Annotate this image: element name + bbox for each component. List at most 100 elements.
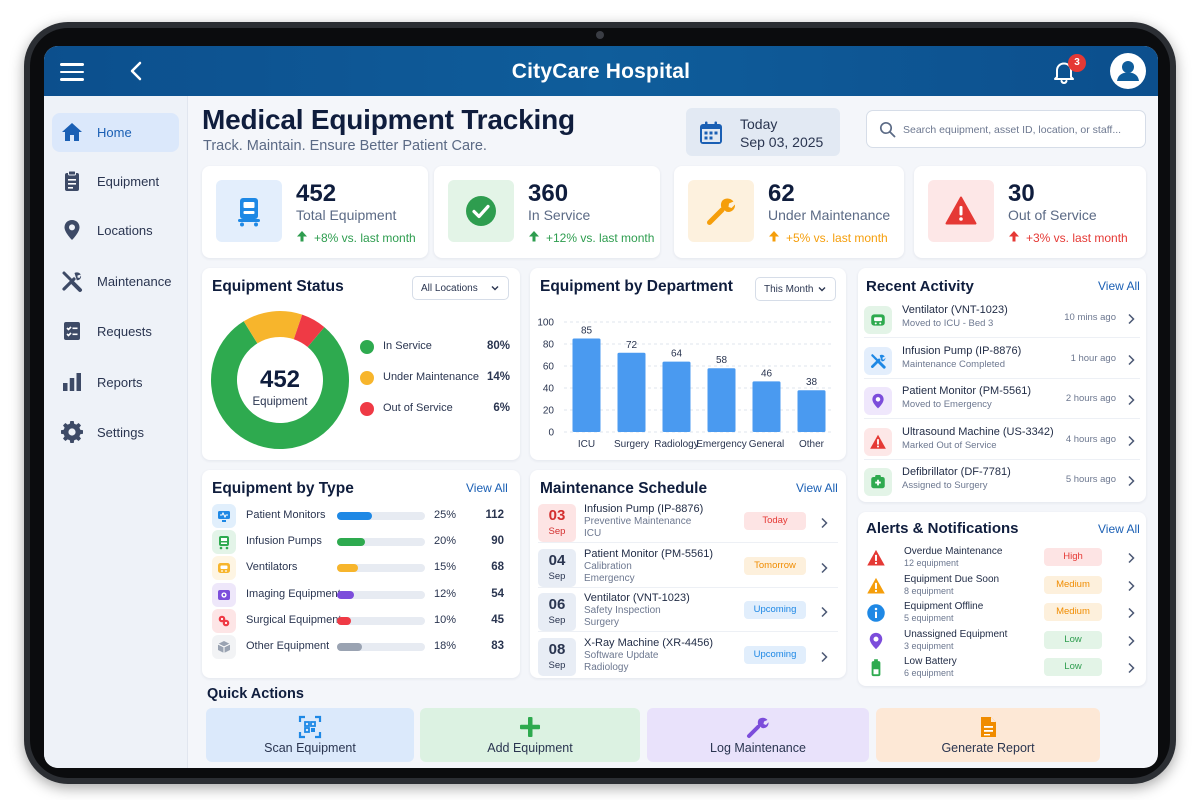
alert-row[interactable]: Overdue Maintenance 12 equipment High <box>864 544 1140 570</box>
chevron-right-icon[interactable] <box>819 650 829 662</box>
maintenance-view-all-link[interactable]: View All <box>796 481 838 495</box>
type-row[interactable]: Imaging Equipment 12% 54 <box>202 582 520 607</box>
chevron-right-icon[interactable] <box>819 516 829 529</box>
stat-card-total[interactable]: 452 Total Equipment +8% vs. last month <box>202 166 428 258</box>
activity-row[interactable]: Defibrillator (DF-7781) Assigned to Surge… <box>864 464 1140 500</box>
monitor-icon <box>212 504 236 528</box>
user-avatar[interactable] <box>1110 53 1146 89</box>
maintenance-row[interactable]: 08 Sep X-Ray Machine (XR-4456) Software Upd… <box>538 637 838 677</box>
alert-row[interactable]: Equipment Due Soon 8 equipment Medium <box>864 572 1140 598</box>
type-row[interactable]: Ventilators 15% 68 <box>202 556 520 581</box>
bar-icu[interactable] <box>572 338 601 433</box>
chevron-right-icon[interactable] <box>1126 551 1136 564</box>
maintenance-schedule-card: Maintenance Schedule View All 03 Sep Infus… <box>530 470 846 678</box>
bell-icon[interactable] <box>1050 58 1078 86</box>
location-filter-select[interactable]: All Locations <box>412 276 509 300</box>
hamburger-menu-icon[interactable] <box>60 63 84 81</box>
bar-radiology[interactable] <box>662 361 691 432</box>
alerts-view-all-link[interactable]: View All <box>1098 522 1140 536</box>
bar-other[interactable] <box>797 390 826 432</box>
activity-time: 2 hours ago <box>1065 393 1116 404</box>
alert-row[interactable]: Unassigned Equipment 3 equipment Low <box>864 627 1140 653</box>
recent-activity-view-all-link[interactable]: View All <box>1098 279 1140 293</box>
alert-row[interactable]: Low Battery 6 equipment Low <box>864 654 1140 680</box>
back-arrow-icon[interactable] <box>124 58 150 84</box>
sidebar-item-locations[interactable]: Locations <box>52 211 179 250</box>
gear-icon <box>61 421 83 443</box>
stat-card-in-service[interactable]: 360 In Service +12% vs. last month <box>434 166 660 258</box>
type-row[interactable]: Surgical Equipment 10% 45 <box>202 608 520 633</box>
quick-action-generate-report-button[interactable]: Generate Report <box>876 708 1100 762</box>
document-icon <box>981 717 996 737</box>
maintenance-day: 06 <box>548 596 566 613</box>
bar-surgery[interactable] <box>617 352 646 432</box>
ventilator-icon <box>212 556 236 581</box>
stat-card-out-of-service[interactable]: 30 Out of Service +3% vs. last month <box>914 166 1146 258</box>
sidebar-item-home[interactable]: Home <box>52 113 179 152</box>
stat-card-maintenance[interactable]: 62 Under Maintenance +5% vs. last month <box>674 166 904 258</box>
sidebar-item-maintenance[interactable]: Maintenance <box>52 262 179 301</box>
bar-value-label: 46 <box>761 368 773 379</box>
sidebar-item-label: Home <box>97 125 132 140</box>
activity-time: 4 hours ago <box>1065 433 1116 445</box>
date-display[interactable]: Today Sep 03, 2025 <box>686 108 840 156</box>
chevron-right-icon[interactable] <box>1126 353 1136 365</box>
type-percent: 15% <box>434 561 457 574</box>
chevron-right-icon[interactable] <box>1126 474 1136 487</box>
chevron-right-icon[interactable] <box>1126 312 1136 325</box>
type-count: 68 <box>491 561 504 574</box>
quick-action-scan-equipment-button[interactable]: Scan Equipment <box>206 708 414 762</box>
quick-action-log-maintenance-button[interactable]: Log Maintenance <box>647 708 869 762</box>
type-row[interactable]: Patient Monitors 25% 112 <box>202 504 520 528</box>
type-progress-track <box>337 512 425 520</box>
chevron-right-icon[interactable] <box>1126 661 1136 674</box>
sidebar-item-reports[interactable]: Reports <box>52 363 179 402</box>
select-value: This Month <box>764 284 814 295</box>
type-progress-track <box>337 590 425 599</box>
status-legend-row: In Service 80% <box>360 338 510 356</box>
activity-row[interactable]: Ventilator (VNT-1023) Moved to ICU - Bed … <box>864 302 1140 338</box>
type-row[interactable]: Other Equipment 18% 83 <box>202 635 520 659</box>
sidebar-item-label: Equipment <box>97 174 160 189</box>
chevron-right-icon[interactable] <box>1126 434 1136 446</box>
sidebar-item-equipment[interactable]: Equipment <box>52 162 179 201</box>
bar-emergency[interactable] <box>707 368 736 432</box>
imaging-icon <box>212 582 236 607</box>
equipment-type-view-all-link[interactable]: View All <box>466 481 508 495</box>
activity-row[interactable]: Infusion Pump (IP-8876) Maintenance Compl… <box>864 343 1140 379</box>
type-percent: 12% <box>434 587 457 600</box>
chevron-right-icon[interactable] <box>1126 634 1136 646</box>
warning-icon <box>866 576 886 596</box>
period-filter-select[interactable]: This Month <box>755 277 836 301</box>
activity-row[interactable]: Patient Monitor (PM-5561) Moved to Emerge… <box>864 383 1140 419</box>
alert-row[interactable]: Equipment Offline 5 equipment Medium <box>864 599 1140 625</box>
type-row[interactable]: Infusion Pumps 20% 90 <box>202 530 520 555</box>
maintenance-row[interactable]: 03 Sep Infusion Pump (IP-8876) Preventive M… <box>538 503 838 543</box>
chevron-right-icon[interactable] <box>1126 393 1136 406</box>
stat-label: Out of Service <box>1008 207 1097 223</box>
maintenance-month: Sep <box>548 570 566 582</box>
type-label: Surgical Equipment <box>246 613 342 626</box>
chevron-down-icon <box>491 286 499 291</box>
type-label: Other Equipment <box>246 640 330 652</box>
maintenance-row[interactable]: 06 Sep Ventilator (VNT-1023) Safety Inspect… <box>538 592 838 632</box>
sidebar-item-settings[interactable]: Settings <box>52 413 179 452</box>
quick-action-add-equipment-button[interactable]: Add Equipment <box>420 708 640 762</box>
sidebar-item-requests[interactable]: Requests <box>52 312 179 351</box>
type-progress-fill <box>337 616 351 625</box>
maintenance-row[interactable]: 04 Sep Patient Monitor (PM-5561) Calibratio… <box>538 548 838 588</box>
stat-trend-text: +5% vs. last month <box>786 231 888 245</box>
plus-icon <box>520 717 540 737</box>
home-icon <box>62 123 82 141</box>
chevron-right-icon[interactable] <box>1126 606 1136 619</box>
chevron-right-icon[interactable] <box>1126 579 1136 591</box>
chevron-right-icon[interactable] <box>819 561 829 573</box>
alert-title: Low Battery <box>904 656 957 667</box>
activity-row[interactable]: Ultrasound Machine (US-3342) Marked Out o… <box>864 424 1140 460</box>
activity-time: 10 mins ago <box>1064 312 1116 323</box>
x-tick-label: Emergency <box>696 439 747 450</box>
department-chart-card: Equipment by Department This Month 0 20 40… <box>530 268 846 460</box>
search-input[interactable] <box>903 117 1141 143</box>
chevron-right-icon[interactable] <box>819 605 829 618</box>
bar-general[interactable] <box>752 381 781 432</box>
